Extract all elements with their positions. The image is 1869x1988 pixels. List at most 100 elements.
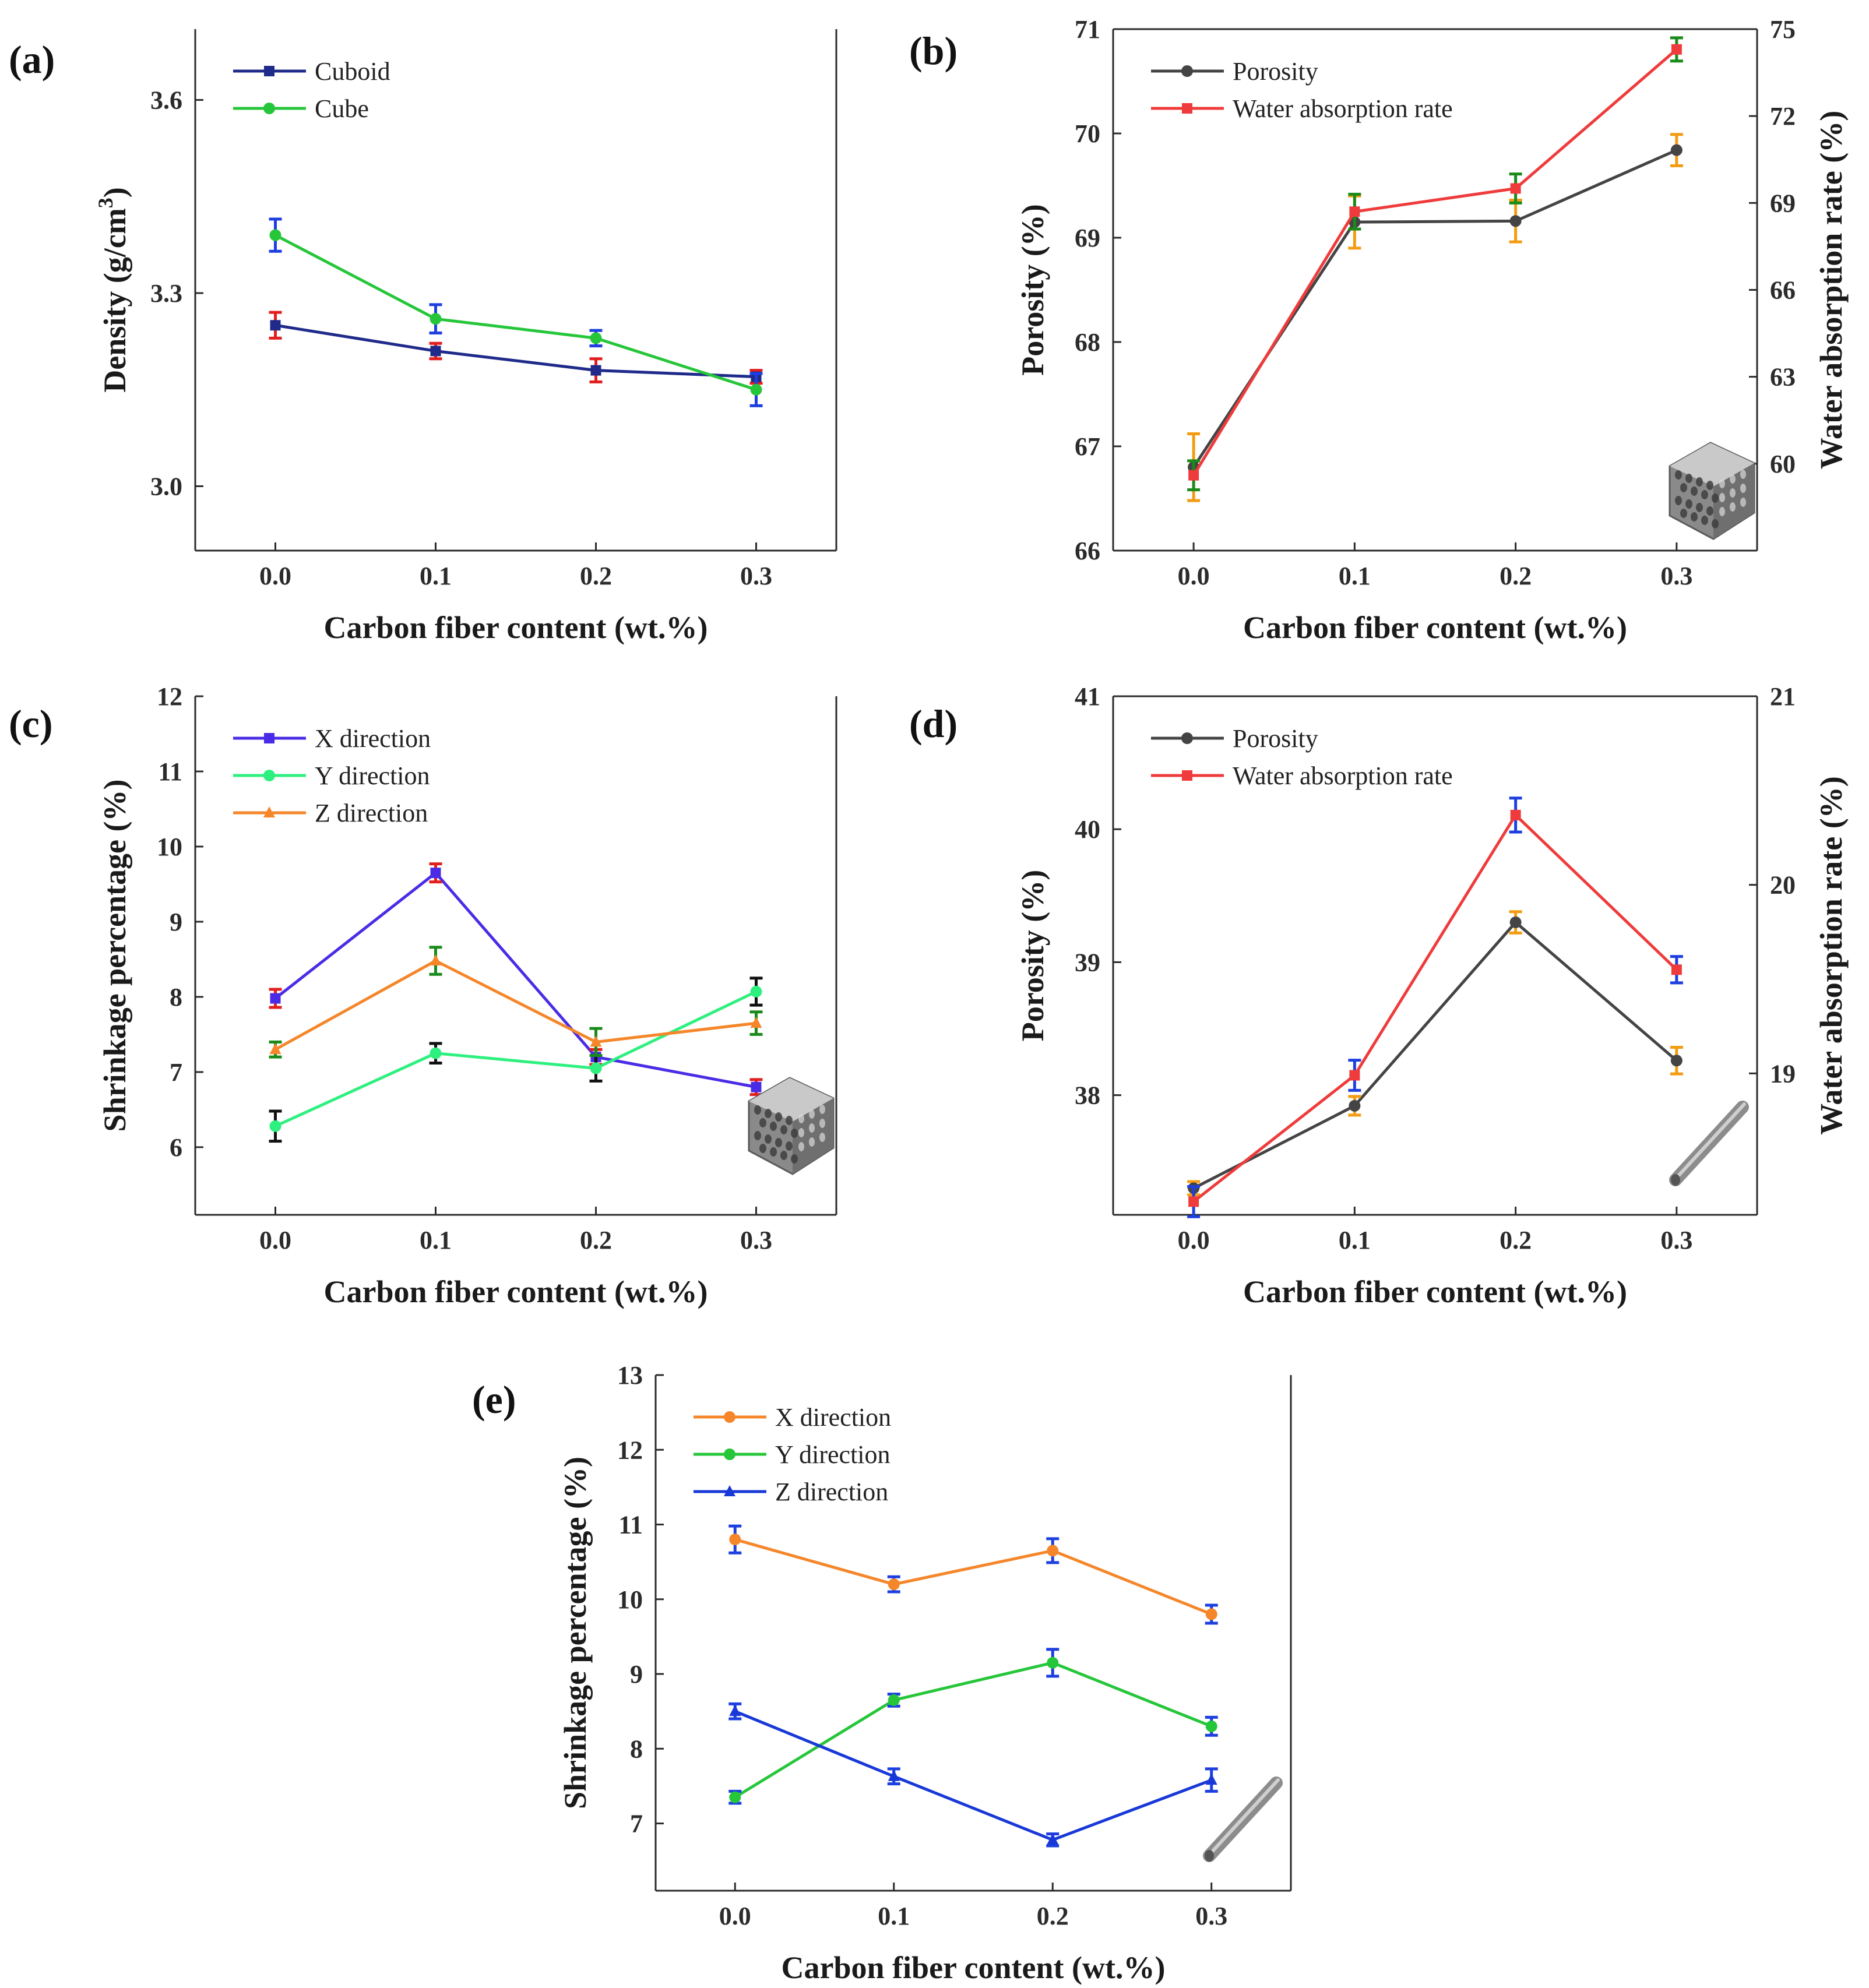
- panel-3-honeycomb-inset-pore-6: [780, 1125, 787, 1134]
- panel-2-y-tick-label: 70: [1075, 119, 1100, 148]
- panel-2-honeycomb-inset-pore-2: [1696, 477, 1703, 487]
- panel-3-honeycomb-inset-pore-3: [786, 1116, 793, 1125]
- panel-5-legend-marker: [724, 1448, 735, 1460]
- panel-5-y-tick-label: 8: [630, 1735, 643, 1763]
- panel-2-series-water-absorption-rate-point: [1349, 206, 1360, 217]
- panel-4-legend-marker: [1181, 732, 1193, 744]
- panel-3-series-y-direction-point: [590, 1062, 602, 1074]
- panel-2-y-right-tick-label: 63: [1770, 363, 1796, 392]
- panel-2-legend-marker: [1182, 103, 1192, 114]
- panel-2-x-tick-label: 0.1: [1339, 562, 1371, 590]
- panel-2-y-right-tick-label: 75: [1770, 15, 1796, 44]
- panel-3-series-x-direction-point: [270, 993, 281, 1004]
- panel-1-series-cuboid-point: [430, 346, 441, 357]
- panel-2-series-porosity-point: [1670, 144, 1683, 156]
- panel-5-x-tick-label: 0.0: [719, 1902, 751, 1930]
- panel-3-honeycomb-inset-pore-0: [754, 1105, 761, 1115]
- panel-4-series-porosity-point: [1509, 916, 1522, 928]
- panel-5-y-tick-label: 7: [630, 1810, 643, 1838]
- panel-5-series-y-direction-point: [729, 1791, 741, 1803]
- panel-3-series-x-direction-point: [430, 868, 441, 879]
- panel-1-series-cube-line: [274, 234, 757, 392]
- panel-1-series-cube-point: [269, 229, 281, 241]
- panel-1-y-tick-label: 3.3: [150, 279, 182, 308]
- panel-5-series-x-direction-point: [888, 1578, 900, 1591]
- panel-3-series-y-direction-point: [430, 1047, 442, 1059]
- panel-2-y-title: Porosity (%): [1015, 204, 1050, 375]
- panel-2-series-water-absorption-rate-line: [1192, 48, 1678, 477]
- panel-3-honeycomb-inset-pore-8: [754, 1131, 761, 1140]
- panel-3-honeycomb-inset-pore-5: [770, 1122, 777, 1131]
- panel-2-label: (b): [909, 29, 958, 73]
- panel-3-x-tick-label: 0.2: [580, 1226, 612, 1254]
- panel-2-honeycomb-inset-light-pore-23: [1730, 502, 1736, 512]
- panel-5-x-tick-label: 0.1: [878, 1902, 910, 1930]
- panel-2-honeycomb-inset-light-pore-24: [1740, 498, 1746, 507]
- panel-3: (c) 0.0 0.1 0.2 0.3 6 7 8 9 10 11 12 Carbon fiber co…: [9, 682, 837, 1309]
- panel-5-legend-label: Z direction: [775, 1478, 888, 1506]
- panel-5-x-title: Carbon fiber content (wt.%): [782, 1950, 1166, 1985]
- panel-4-legend: Porosity Water absorption rate: [1151, 724, 1453, 790]
- panel-4-rod-inset-end: [1671, 1174, 1680, 1186]
- panel-3-series-z-direction-line: [274, 959, 756, 1051]
- panel-2-honeycomb-inset-light-pore-20: [1730, 488, 1736, 498]
- panel-2-y-title-main: Porosity (%): [1015, 204, 1050, 375]
- panel-4-y-right-tick-label: 19: [1770, 1059, 1796, 1088]
- panel-1-legend-marker: [264, 66, 274, 76]
- panel-5-x-tick-label: 0.2: [1037, 1902, 1069, 1930]
- panel-1-series-cube-point: [430, 313, 442, 325]
- panel-4-y-title: Porosity (%): [1015, 870, 1050, 1041]
- panel-3-legend: X direction Y direction Z direction: [233, 724, 431, 827]
- panel-3-y-tick-label: 10: [157, 833, 182, 861]
- panel-2-y-tick-label: 67: [1075, 432, 1100, 461]
- panel-3-y-tick-label: 12: [157, 682, 182, 711]
- panel-3-series-y-direction: [269, 977, 763, 1143]
- panel-2-honeycomb-inset-light-pore-16: [1719, 479, 1725, 488]
- panel-3-honeycomb-inset-pore-10: [775, 1138, 782, 1147]
- panel-5-legend-label: X direction: [775, 1403, 891, 1432]
- panel-3-honeycomb-inset-pore-12: [759, 1144, 766, 1153]
- panel-1-series-cube-point: [590, 332, 602, 344]
- panel-5-legend-label: Y direction: [775, 1440, 890, 1469]
- panel-5-rod-inset-end: [1205, 1850, 1214, 1862]
- panel-5-y-tick-label: 13: [617, 1361, 643, 1390]
- panel-2-y-tick-label: 69: [1075, 224, 1100, 252]
- panel-2-series-water-absorption-rate: [1187, 36, 1683, 492]
- panel-4-y-tick-label: 38: [1075, 1081, 1100, 1110]
- panel-5-series-x-direction-point: [1205, 1608, 1217, 1620]
- panel-5-series-y-direction-line: [734, 1661, 1212, 1799]
- panel-1-y-tick-label: 3.0: [150, 473, 182, 501]
- panel-5-series-y-direction: [728, 1648, 1218, 1805]
- panel-4-label: (d): [909, 702, 958, 746]
- panel-2-honeycomb-inset-pore-9: [1685, 499, 1692, 509]
- panel-2-honeycomb-inset-pore-12: [1680, 509, 1687, 518]
- panel-5-y-tick-label: 12: [617, 1436, 643, 1464]
- panel-3-honeycomb-inset-light-pore-19: [798, 1128, 804, 1137]
- panel-2-honeycomb-inset-pore-0: [1675, 470, 1682, 480]
- panel-3-y-tick-label: 11: [158, 757, 182, 786]
- panel-5-legend-marker: [724, 1485, 735, 1496]
- panel-3-honeycomb-inset-pore-13: [770, 1147, 777, 1157]
- panel-4-x-tick-label: 0.2: [1500, 1226, 1532, 1254]
- panel-5-series-x-direction-point: [729, 1534, 741, 1546]
- panel-1-x-tick-label: 0.1: [420, 562, 452, 590]
- panel-1-y-title-close: ): [97, 187, 132, 198]
- panel-1: (a) 0.0 0.1 0.2 0.3 3.0 3.3 3.6 Carbon fiber con…: [9, 29, 837, 645]
- panel-2-honeycomb-inset-pore-6: [1701, 490, 1708, 499]
- panel-2-honeycomb-inset-pore-3: [1706, 481, 1713, 490]
- panel-3-honeycomb-inset-light-pore-22: [798, 1142, 804, 1151]
- panel-5-series-z-direction-point: [729, 1705, 741, 1716]
- panel-1-series-cuboid-point: [270, 320, 281, 331]
- panel-4-series-porosity-line: [1192, 921, 1678, 1190]
- panel-1-x-tick-label: 0.3: [740, 562, 772, 590]
- panel-5-series-z-direction-line: [734, 1709, 1212, 1842]
- panel-3-honeycomb-inset-pore-14: [780, 1151, 787, 1160]
- panel-3-series-z-direction-point: [750, 1017, 762, 1028]
- panel-2-y-tick-label: 66: [1075, 537, 1100, 565]
- panel-5-y-title: Shrinkage percentage (%): [558, 1457, 593, 1809]
- panel-3-legend-marker: [263, 806, 275, 817]
- panel-2-honeycomb-inset-pore-14: [1701, 516, 1708, 525]
- panel-3-y-tick-label: 7: [170, 1058, 182, 1087]
- panel-3-honeycomb-inset-light-pore-24: [819, 1133, 825, 1142]
